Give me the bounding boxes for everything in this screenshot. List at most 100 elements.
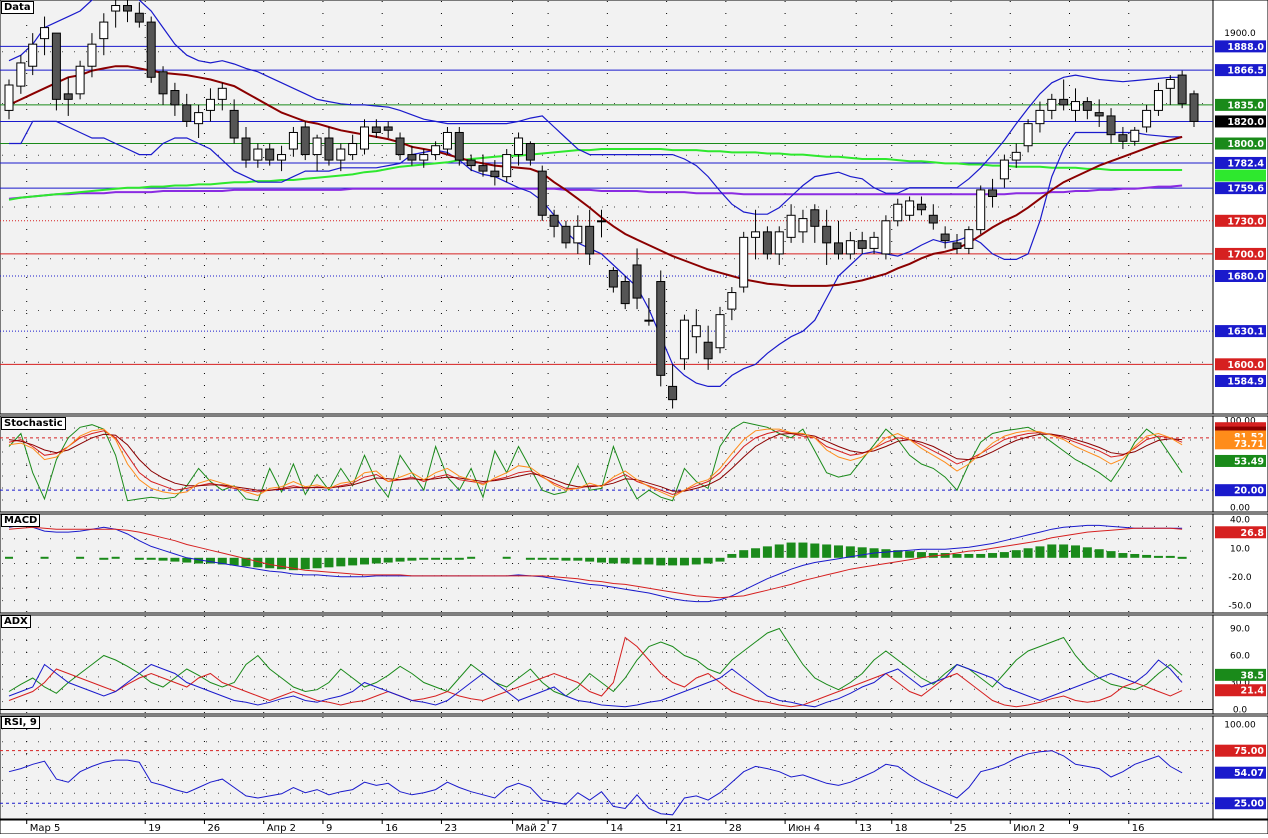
macd-histogram-bar [905, 551, 915, 558]
candle [525, 141, 535, 166]
candle [1106, 108, 1116, 144]
candle [123, 0, 132, 23]
price-badge-bg [1215, 214, 1266, 227]
candle [845, 231, 855, 260]
macd-histogram-bar [348, 557, 358, 566]
candle [916, 196, 926, 216]
candle [277, 145, 287, 172]
macd-histogram-bar [608, 557, 618, 564]
macd-histogram-bar [537, 557, 547, 560]
candle-body-down [134, 12, 144, 23]
candle-body-down [585, 225, 595, 255]
adx-tick-label: 0.0 [1233, 706, 1248, 716]
time-tick-label: 16 [385, 823, 398, 834]
candle-body-up [881, 220, 891, 255]
price-badge-bg [1215, 247, 1266, 260]
ma-short-line [8, 65, 1183, 287]
candle [632, 248, 642, 310]
candle [928, 204, 938, 230]
price-badge-bg [1215, 115, 1266, 128]
candle-body-down [952, 242, 962, 249]
candle [502, 149, 512, 183]
candle [478, 154, 488, 177]
macd-histogram-bar [1059, 544, 1069, 558]
candle-body-up [691, 325, 701, 338]
price-badge-bg [1215, 137, 1266, 150]
candle-body-up [442, 131, 452, 150]
candle-body-up [28, 43, 38, 67]
candle-body-down [490, 170, 500, 178]
candle-body-down [632, 264, 642, 299]
candle-body-down [822, 225, 832, 244]
candle-body-up [419, 154, 429, 161]
macd-histogram-bar [5, 556, 13, 559]
ma-mid-line [8, 148, 1183, 201]
macd-histogram-bar [1082, 547, 1092, 558]
rsi-panel [0, 715, 1268, 820]
candle [1118, 126, 1128, 150]
rsi-panel-title: RSI, 9 [1, 716, 40, 729]
candle-body-down [561, 225, 571, 244]
candle [1130, 126, 1140, 146]
candle-body-down [182, 104, 192, 122]
macd-histogram-bar [431, 557, 441, 560]
adx-badge: 38.5 [1241, 670, 1264, 681]
price-badge-bg [1215, 374, 1266, 387]
candle-body-up [597, 220, 606, 223]
candle [217, 82, 227, 111]
macd-histogram-bar [620, 557, 630, 564]
candle [4, 79, 14, 120]
candle-body-down [265, 148, 275, 161]
candle-body-up [312, 137, 322, 156]
macd-histogram-bar [194, 557, 204, 564]
macd-histogram-bar [419, 557, 429, 560]
candle-body-up [217, 87, 227, 100]
bollinger-upper-line [8, 0, 1183, 215]
candle [608, 267, 618, 293]
macd-histogram-bar [229, 557, 239, 566]
candle-body-up [1142, 109, 1152, 128]
adx-series-0 [8, 627, 1183, 697]
candle [205, 88, 215, 122]
stochastic-badge: 53.49 [1234, 456, 1264, 467]
candle-body-down [1094, 112, 1104, 117]
candle [679, 314, 689, 370]
macd-histogram-bar [822, 544, 832, 558]
candle [952, 234, 962, 254]
macd-histogram-bar [881, 549, 891, 558]
candle-body-down [916, 203, 926, 211]
candle [419, 149, 429, 168]
price-badge: 1820.0 [1227, 117, 1264, 128]
candle-body-up [739, 236, 749, 288]
candle [490, 160, 500, 186]
adx-badge-bg [1215, 668, 1266, 681]
candle [786, 204, 796, 243]
candle-body-down [940, 233, 950, 242]
adx-price-axis [1212, 614, 1268, 715]
macd-histogram-bar [644, 557, 654, 565]
candle [99, 13, 109, 56]
candle [336, 143, 346, 172]
macd-histogram-bar [336, 557, 346, 567]
candle-body-up [205, 98, 215, 111]
macd-histogram-bar [158, 557, 168, 561]
stochastic-badge-bg [1215, 437, 1266, 450]
macd-histogram-bar [1106, 551, 1116, 558]
time-tick-label: Мар 5 [30, 823, 61, 834]
adx-plot-area [0, 614, 1214, 715]
macd-histogram-bar [454, 557, 464, 560]
macd-histogram-bar [1177, 556, 1187, 559]
rsi-badge: 75.00 [1234, 746, 1264, 757]
candle [265, 143, 275, 166]
stochastic-panel [0, 415, 1268, 513]
candle [371, 119, 381, 138]
macd-histogram-bar [407, 557, 417, 561]
candle-body-up [87, 43, 97, 67]
price-badge-bg [1215, 325, 1266, 338]
macd-histogram-bar [253, 557, 263, 568]
candle [1011, 143, 1021, 168]
macd-histogram-bar [940, 553, 950, 558]
macd-histogram-bar [656, 557, 666, 566]
price-badge: 1835.0 [1227, 100, 1264, 111]
candle [241, 126, 251, 168]
